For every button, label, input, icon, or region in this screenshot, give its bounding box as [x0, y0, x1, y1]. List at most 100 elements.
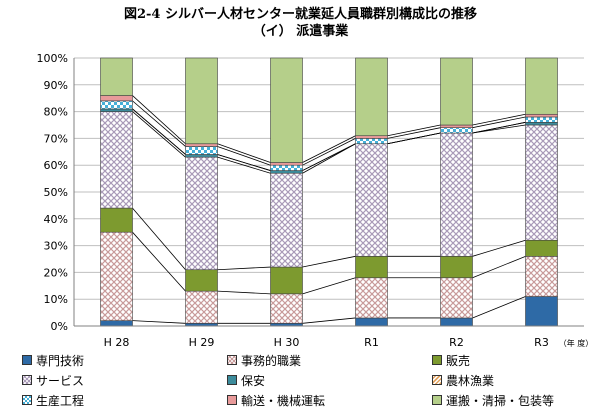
- series-connector-line: [302, 255, 356, 268]
- x-unit-label: （年 度）: [559, 338, 594, 348]
- series-connector-line: [132, 95, 186, 145]
- legend-item: 運搬・清掃・包装等: [432, 391, 554, 409]
- bar-segment: [185, 156, 218, 271]
- series-connector-line: [387, 132, 441, 145]
- legend-label: 事務的職業: [241, 353, 302, 368]
- bar-segment: [440, 124, 473, 128]
- series-connector-line: [472, 113, 526, 126]
- legend-label: 生産工程: [36, 393, 85, 408]
- legend-item: 専門技術: [22, 351, 84, 369]
- bar-segment: [100, 108, 133, 112]
- series-connector-line: [217, 146, 271, 166]
- legend-item: サービス: [22, 371, 84, 389]
- chart-title: 図2-4 シルバー人材センター就業延人員職群別構成比の推移 （イ） 派遣事業: [0, 6, 601, 40]
- series-connector-line: [217, 156, 271, 174]
- series-connector-line: [472, 255, 526, 279]
- y-tick-label: 30%: [44, 240, 68, 253]
- bar-segment: [355, 317, 388, 327]
- stacked-bar-chart: 0% 10% 20% 30% 40% 50% 60% 70% 80% 90% 100% H 28 H 2…: [37, 52, 594, 349]
- x-tick-label: H 29: [189, 336, 215, 349]
- bar-segment: [185, 146, 218, 155]
- y-tick-label: 100%: [37, 52, 68, 65]
- series-connector-line: [472, 239, 526, 257]
- series-connector-line: [217, 290, 271, 295]
- bar-segment: [100, 320, 133, 327]
- y-tick-label: 90%: [44, 79, 68, 92]
- legend-swatch: [22, 395, 32, 405]
- y-tick-label: 60%: [44, 159, 68, 172]
- legend-item: 農林漁業: [432, 371, 494, 389]
- bar-segment: [355, 256, 388, 279]
- bar-segment: [185, 143, 218, 147]
- series-connector-line: [302, 277, 356, 295]
- series-connector-line: [132, 207, 186, 270]
- legend-item: 事務的職業: [227, 351, 301, 369]
- legend-swatch: [227, 355, 237, 365]
- bar-segment: [355, 143, 388, 257]
- bar-segment: [525, 57, 558, 115]
- series-connector-line: [217, 143, 271, 163]
- bar-segment: [440, 57, 473, 126]
- series-connector-line: [472, 116, 526, 129]
- legend-swatch: [227, 395, 237, 405]
- series-connector-line: [302, 317, 356, 324]
- bar-segment: [100, 111, 133, 209]
- bar-segment: [525, 116, 558, 123]
- y-tick-label: 80%: [44, 106, 68, 119]
- bar-segment: [525, 122, 558, 126]
- y-tick-label: 40%: [44, 213, 68, 226]
- legend-label: 運搬・清掃・包装等: [446, 393, 555, 408]
- chart-title-line1: 図2-4 シルバー人材センター就業延人員職群別構成比の推移: [123, 7, 477, 22]
- bar-segment: [440, 277, 473, 319]
- bar-segment: [270, 172, 303, 268]
- y-tick-label: 0%: [51, 320, 68, 333]
- bar-segment: [100, 57, 133, 96]
- legend-swatch: [227, 375, 237, 385]
- legend-label: サービス: [36, 373, 85, 388]
- legend-label: 保安: [241, 373, 266, 388]
- bar-segment: [100, 100, 133, 110]
- legend-swatch: [432, 355, 442, 365]
- y-tick-label: 70%: [44, 132, 68, 145]
- bar-segment: [525, 256, 558, 297]
- legend-swatch: [432, 395, 442, 405]
- chart-title-line2: （イ） 派遣事業: [252, 24, 349, 39]
- legend-swatch: [432, 375, 442, 385]
- legend-item: 保安: [227, 371, 265, 389]
- series-connector-line: [387, 124, 441, 137]
- legend-label: 販売: [446, 353, 471, 368]
- bar-segment: [185, 154, 218, 158]
- series-connector-line: [472, 121, 526, 134]
- series-connector-line: [132, 100, 186, 147]
- bar-segment: [355, 277, 388, 319]
- x-tick-label: R3: [534, 336, 549, 349]
- series-connector-line: [302, 135, 356, 163]
- x-tick-label: H 30: [274, 336, 300, 349]
- bar-segment: [270, 170, 303, 174]
- series-connector-line: [472, 296, 526, 319]
- series-connector-line: [217, 266, 271, 271]
- bar-segment: [270, 162, 303, 166]
- bar-segment: [525, 296, 558, 327]
- bar-segment: [440, 132, 473, 257]
- bar-segment: [355, 135, 388, 139]
- series-connector-line: [132, 108, 186, 155]
- bar-segment: [440, 317, 473, 327]
- bar-segment: [185, 57, 218, 145]
- bar-segment: [100, 231, 133, 321]
- bar-segment: [525, 113, 558, 118]
- x-tick-label: H 28: [104, 336, 130, 349]
- bar-segment: [270, 164, 303, 171]
- y-tick-label: 10%: [44, 293, 68, 306]
- bar-segment: [100, 207, 133, 233]
- bar-segment: [185, 269, 218, 292]
- series-connector-line: [472, 124, 526, 134]
- bar-segment: [355, 57, 388, 137]
- bar-segment: [525, 239, 558, 257]
- bar-segment: [440, 127, 473, 134]
- legend-item: 生産工程: [22, 391, 84, 409]
- y-tick-label: 20%: [44, 266, 68, 279]
- x-tick-label: R2: [449, 336, 464, 349]
- series-connector-line: [132, 320, 186, 324]
- bar-segment: [100, 95, 133, 102]
